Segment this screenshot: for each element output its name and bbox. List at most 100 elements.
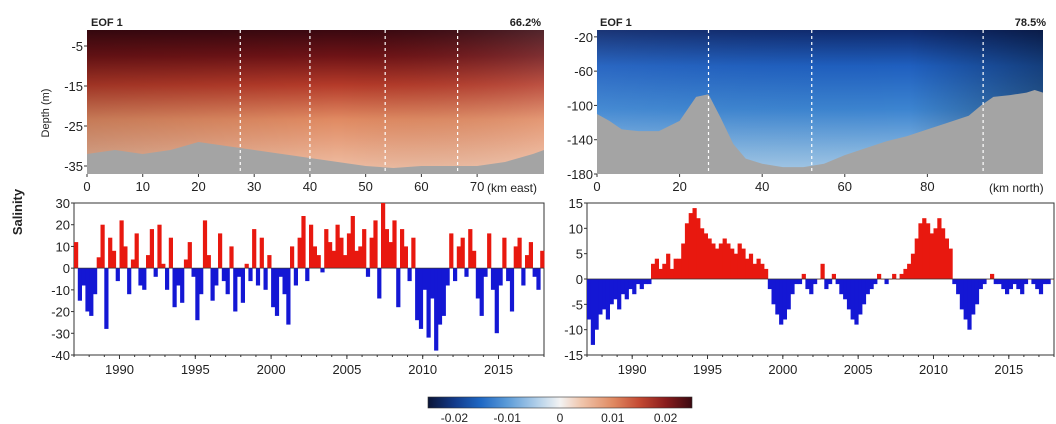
right-timeseries-bar <box>711 243 716 279</box>
right-timeseries-ytick-label: -15 <box>564 348 583 363</box>
left-timeseries-bar <box>430 268 435 299</box>
colorbar-tick-label: 0 <box>557 411 564 424</box>
left-timeseries-bar <box>240 268 245 303</box>
right-timeseries-bar <box>628 279 633 290</box>
left-timeseries-bar <box>369 237 374 269</box>
left-timeseries-bar <box>123 246 128 269</box>
right-timeseries-bar <box>718 243 723 279</box>
right-timeseries-bar <box>726 243 731 279</box>
right-timeseries-bar <box>892 273 897 279</box>
left-timeseries-bar <box>479 268 484 316</box>
left-timeseries-bar <box>104 268 109 329</box>
right-timeseries-bar <box>914 238 919 279</box>
left-timeseries-bar <box>111 250 117 269</box>
left-timeseries-bar <box>100 224 105 269</box>
left-timeseries-bar <box>244 263 249 269</box>
right-section-title: EOF 1 <box>600 17 632 29</box>
right-timeseries-ytick-label: -5 <box>571 297 583 312</box>
left-timeseries-bar <box>108 237 113 269</box>
right-timeseries-bar <box>598 279 603 315</box>
right-timeseries-bar <box>587 279 592 320</box>
left-section-shading <box>87 30 544 174</box>
right-section-ytick-label: -100 <box>567 98 593 113</box>
left-timeseries-bar <box>85 268 90 312</box>
left-timeseries-bar <box>475 268 480 299</box>
right-timeseries-bar <box>843 279 848 300</box>
left-timeseries-ytick-label: 30 <box>56 196 70 211</box>
right-timeseries-bar <box>609 279 614 305</box>
left-timeseries-bar <box>346 233 352 269</box>
left-timeseries-bar <box>214 268 219 286</box>
side-label: Salinity <box>10 188 25 235</box>
right-timeseries-bar <box>613 279 618 300</box>
left-timeseries-ytick-label: -30 <box>51 326 70 341</box>
colorbar-tick-label: -0.02 <box>441 411 469 424</box>
right-timeseries-bar <box>797 279 803 285</box>
right-timeseries-bar <box>636 279 641 285</box>
left-section-ytick-label: -25 <box>64 119 83 134</box>
right-timeseries-bar <box>771 279 776 305</box>
right-timeseries-bar <box>846 279 852 310</box>
left-timeseries-bar <box>282 268 287 295</box>
left-timeseries-bar <box>301 216 306 269</box>
right-timeseries-bar <box>877 273 882 279</box>
right-timeseries-bar <box>813 279 818 285</box>
left-timeseries-bar <box>358 246 363 269</box>
left-timeseries-bar <box>229 246 234 269</box>
left-timeseries-bar <box>199 268 204 295</box>
left-section-variance: 66.2% <box>510 17 541 29</box>
left-timeseries-ytick-label: 10 <box>56 239 70 254</box>
left-timeseries-bar <box>290 246 295 269</box>
left-timeseries-bar <box>248 268 253 282</box>
right-timeseries-bar <box>937 218 942 279</box>
left-section-ytick-label: -35 <box>64 159 83 174</box>
right-timeseries-bar <box>669 268 675 279</box>
left-timeseries-bar <box>96 257 101 269</box>
right-timeseries-bar <box>643 279 648 285</box>
left-timeseries-ytick-label: -10 <box>51 283 70 298</box>
right-timeseries-bar <box>944 238 949 279</box>
left-timeseries-bar <box>206 255 211 269</box>
left-timeseries-bar <box>172 268 177 308</box>
left-timeseries-bar <box>328 242 333 269</box>
colorbar-gradient <box>427 396 693 409</box>
right-timeseries-bar <box>733 253 739 279</box>
right-timeseries-bar <box>899 273 904 279</box>
right-timeseries-bar <box>688 213 693 279</box>
right-timeseries-xtick-label: 2000 <box>768 362 797 377</box>
left-timeseries-bar <box>183 259 189 269</box>
left-timeseries-bar <box>237 268 242 277</box>
right-timeseries-bar <box>703 233 708 279</box>
left-timeseries-bar <box>191 268 196 277</box>
left-timeseries-bar <box>225 268 230 295</box>
right-timeseries-bar <box>997 279 1002 285</box>
right-timeseries-bar <box>861 279 867 305</box>
right-timeseries-bar <box>681 243 686 279</box>
right-timeseries-panel: 15 10 5 0 -5 -10 -15 1990 1995 2000 2005 2010 2015 <box>564 196 1055 377</box>
right-timeseries-bar <box>974 279 980 305</box>
left-timeseries-bar <box>274 268 280 316</box>
left-timeseries-bar <box>115 268 120 282</box>
left-timeseries-bar <box>74 242 79 269</box>
right-timeseries-bar <box>745 258 750 279</box>
left-timeseries-bar <box>377 268 382 299</box>
left-timeseries-bar <box>396 268 401 308</box>
right-timeseries-bar <box>594 279 599 330</box>
right-timeseries-bar <box>722 238 727 279</box>
right-section-ytick-label: -180 <box>567 167 593 182</box>
left-timeseries-bar <box>426 268 431 338</box>
left-timeseries-bar <box>354 250 359 269</box>
left-timeseries-bar <box>411 237 416 269</box>
right-timeseries-bar <box>752 263 757 279</box>
left-timeseries-ytick-label: 20 <box>56 218 70 233</box>
left-timeseries-bar <box>168 237 173 269</box>
left-timeseries-bar <box>494 268 499 334</box>
left-timeseries-frame <box>73 202 545 356</box>
left-timeseries-bar <box>453 268 458 282</box>
right-timeseries-bar <box>794 279 799 285</box>
left-timeseries-bar <box>472 250 477 269</box>
right-timeseries-bar <box>647 279 652 285</box>
right-timeseries-bar <box>941 228 946 279</box>
left-timeseries-bar <box>498 268 503 286</box>
